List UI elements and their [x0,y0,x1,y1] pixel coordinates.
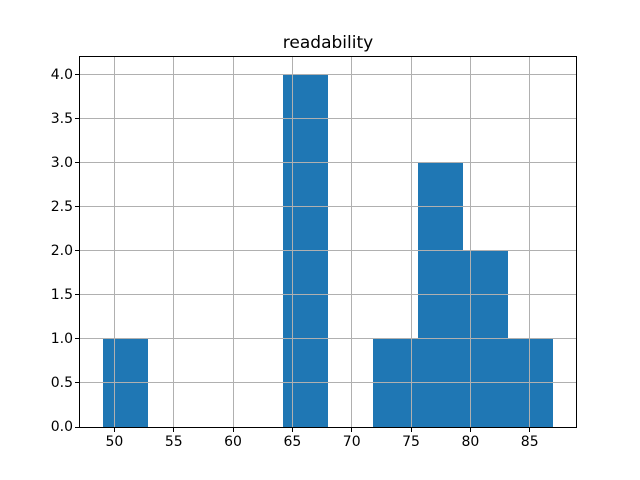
plot-area [80,57,576,428]
x-tick-label: 50 [105,434,124,450]
gridline-horizontal [80,382,576,384]
y-tick-label: 2.5 [50,198,73,215]
y-tick-label: 2.0 [50,242,73,259]
y-tick-label: 0.5 [50,374,73,391]
x-tick-label: 65 [283,434,302,450]
x-tick-label: 85 [520,434,539,450]
gridline-horizontal [80,118,576,120]
chart-title: readability [282,33,374,53]
x-tick-mark [410,428,412,432]
y-tick-label: 4.0 [50,66,73,83]
x-tick-mark [469,428,471,432]
x-tick-mark [291,428,293,432]
x-tick-label: 75 [402,434,420,450]
y-tick-label: 3.5 [50,110,73,127]
gridline-horizontal [80,294,576,296]
gridline-vertical [291,57,293,427]
y-tick-mark [75,206,79,208]
y-tick-mark [75,382,79,384]
y-tick-mark [75,338,79,340]
x-tick-mark [529,428,531,432]
x-tick-mark [113,428,115,432]
x-tick-mark [351,428,353,432]
x-tick-label: 55 [164,434,183,450]
gridline-vertical [173,57,175,427]
gridline-horizontal [80,426,576,428]
x-tick-label: 80 [461,434,480,450]
y-tick-label: 1.0 [50,330,73,347]
y-tick-label: 1.5 [50,286,73,303]
y-tick-mark [75,162,79,164]
gridline-vertical [469,57,471,427]
gridline-vertical [529,57,531,427]
gridline-vertical [113,57,115,427]
x-tick-mark [232,428,234,432]
x-tick-mark [173,428,175,432]
y-tick-mark [75,294,79,296]
gridline-vertical [410,57,412,427]
gridline-vertical [351,57,353,427]
y-tick-label: 3.0 [50,154,73,171]
gridline-horizontal [80,206,576,208]
grid-layer [80,57,576,428]
y-tick-label: 0.0 [50,419,73,435]
y-tick-mark [75,74,79,76]
gridline-vertical [232,57,234,427]
y-tick-mark [75,118,79,120]
gridline-horizontal [80,338,576,340]
gridline-horizontal [80,74,576,76]
gridline-horizontal [80,162,576,164]
gridline-horizontal [80,250,576,252]
y-tick-mark [75,426,79,428]
y-tick-mark [75,250,79,252]
x-tick-label: 70 [342,434,361,450]
x-tick-label: 60 [224,434,242,450]
